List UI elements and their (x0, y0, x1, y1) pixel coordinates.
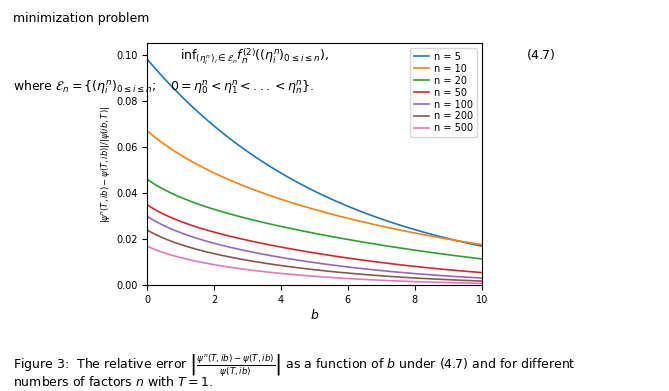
n = 500 (343, 276, 351, 281)
n = 200 (324, 269, 332, 274)
n = 5 (324, 196, 332, 200)
n = 50 (343, 255, 351, 260)
Text: minimization problem: minimization problem (13, 12, 150, 25)
n = 500 (417, 280, 425, 284)
n = 200 (417, 276, 425, 281)
Text: $\inf_{(\eta_i^n)_i \in \mathcal{E}_n} f_n^{(2)}((\eta_i^n)_{0 \leq i \leq n}),$: $\inf_{(\eta_i^n)_i \in \mathcal{E}_n} f… (180, 47, 328, 67)
n = 500 (304, 273, 312, 278)
n = 500 (470, 281, 478, 285)
n = 500 (302, 273, 310, 278)
n = 10 (324, 211, 332, 215)
n = 50 (417, 265, 425, 269)
n = 200 (143, 228, 151, 232)
n = 50 (302, 249, 310, 254)
n = 10 (478, 242, 486, 247)
n = 200 (302, 266, 310, 271)
X-axis label: $b$: $b$ (310, 308, 319, 322)
n = 100 (143, 214, 151, 219)
n = 50 (478, 270, 486, 275)
Line: n = 100: n = 100 (147, 216, 482, 278)
n = 100 (417, 272, 425, 276)
n = 20 (324, 233, 332, 238)
Text: numbers of factors $n$ with $T = 1$.: numbers of factors $n$ with $T = 1$. (13, 375, 213, 389)
n = 500 (143, 244, 151, 249)
n = 100 (343, 264, 351, 269)
n = 100 (470, 275, 478, 280)
Line: n = 20: n = 20 (147, 179, 482, 259)
n = 200 (304, 267, 312, 271)
n = 100 (302, 259, 310, 264)
n = 200 (470, 278, 478, 283)
n = 500 (324, 275, 332, 280)
n = 500 (478, 281, 486, 286)
n = 10 (302, 204, 310, 209)
n = 50 (470, 270, 478, 274)
Text: where $\mathcal{E}_n = \{(\eta_i^n)_{0 \leq i \leq n};$   $0 = \eta_0^n < \eta_1: where $\mathcal{E}_n = \{(\eta_i^n)_{0 \… (13, 78, 314, 96)
Text: $(4.7)$: $(4.7)$ (526, 47, 555, 62)
n = 20 (470, 256, 478, 260)
n = 10 (304, 205, 312, 210)
n = 20 (343, 237, 351, 242)
Text: Figure 3:  The relative error $\left|\frac{\psi^n(T,ib)-\psi(T,ib)}{\psi(T,ib)}\: Figure 3: The relative error $\left|\fra… (13, 352, 576, 378)
Line: n = 50: n = 50 (147, 204, 482, 273)
n = 10 (470, 241, 478, 246)
n = 20 (304, 230, 312, 234)
Line: n = 200: n = 200 (147, 230, 482, 281)
Line: n = 10: n = 10 (147, 131, 482, 245)
n = 100 (304, 259, 312, 264)
n = 5 (143, 57, 151, 61)
n = 5 (470, 242, 478, 247)
Line: n = 5: n = 5 (147, 59, 482, 246)
n = 20 (417, 249, 425, 253)
n = 20 (302, 229, 310, 234)
n = 5 (478, 244, 486, 248)
n = 200 (478, 279, 486, 283)
n = 10 (343, 215, 351, 220)
Line: n = 500: n = 500 (147, 246, 482, 283)
n = 100 (324, 262, 332, 267)
n = 200 (343, 271, 351, 275)
n = 5 (417, 229, 425, 234)
Legend: n = 5, n = 10, n = 20, n = 50, n = 100, n = 200, n = 500: n = 5, n = 10, n = 20, n = 50, n = 100, … (411, 48, 477, 137)
n = 5 (343, 203, 351, 208)
n = 10 (417, 232, 425, 237)
n = 10 (143, 128, 151, 133)
n = 100 (478, 276, 486, 280)
n = 50 (143, 202, 151, 207)
n = 50 (304, 249, 312, 254)
n = 50 (324, 253, 332, 257)
n = 20 (478, 256, 486, 261)
n = 20 (143, 177, 151, 181)
n = 5 (302, 185, 310, 189)
Y-axis label: $|\psi^n(T, ib) - \psi(T, ib)|/|\psi(ib, T)|$: $|\psi^n(T, ib) - \psi(T, ib)|/|\psi(ib,… (99, 106, 112, 223)
n = 5 (304, 186, 312, 190)
